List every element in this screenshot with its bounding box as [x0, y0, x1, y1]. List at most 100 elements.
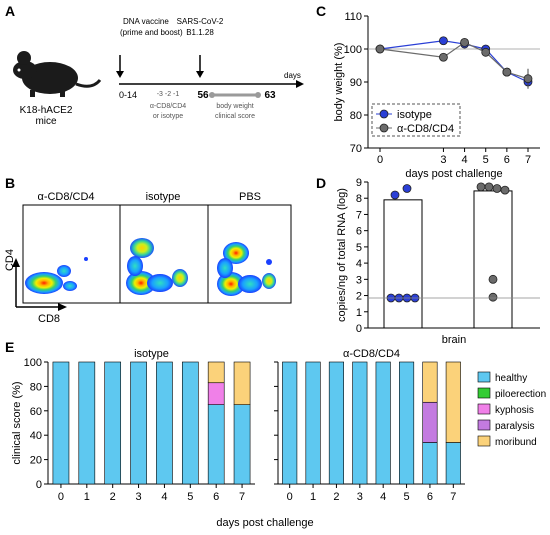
e-stacked-segment: [282, 361, 298, 485]
e-legend-label: healthy: [495, 373, 527, 384]
c-data-point: [460, 38, 469, 47]
c-y-tick-label: 100: [344, 44, 362, 56]
c-legend-label: isotype: [397, 109, 432, 121]
e-stacked-segment: [104, 361, 122, 485]
e-legend-label: kyphosis: [495, 405, 534, 416]
e-x-tick-label: 5: [404, 491, 410, 503]
c-x-tick-label: 3: [440, 154, 446, 166]
e-stacked-segment: [328, 361, 344, 485]
d-y-tick-label: 9: [356, 177, 362, 189]
e-stacked-segment: [207, 361, 225, 384]
e-stacked-segment: [445, 442, 461, 485]
c-x-tick-label: 4: [462, 154, 468, 166]
panel-d-brain-rna-chart: D 0 1 2 3 4 5 6 7 8 9 copies/ng of total RNA (log)…: [316, 175, 540, 346]
d-y-tick-label: 6: [356, 226, 362, 238]
panel-e-letter: E: [5, 339, 14, 355]
e-legend-swatch: [477, 371, 491, 383]
d-y-tick-label: 1: [356, 307, 362, 319]
e-stacked-segment: [207, 382, 225, 405]
c-y-axis-label: body weight (%): [333, 43, 345, 122]
e-stacked-segment: [422, 361, 438, 403]
time-label-63: 63: [264, 90, 276, 101]
c-y-tick-label: 80: [350, 110, 362, 122]
mouse-label-2: mice: [35, 116, 57, 127]
time-label-0-14: 0-14: [119, 90, 137, 100]
c-legend-label: α-CD8/CD4: [397, 123, 454, 135]
d-data-point: [390, 190, 400, 200]
e-legend-label: paralysis: [495, 421, 534, 432]
e-y-axis-label: clinical score (%): [11, 381, 23, 464]
depletion-days: -3 -2 -1: [157, 91, 180, 98]
e-legend-label: piloerection: [495, 389, 546, 400]
e-legend-swatch: [477, 419, 491, 431]
e-stacked-segment: [422, 401, 438, 443]
c-x-tick-label: 6: [504, 154, 510, 166]
d-data-point: [488, 274, 498, 284]
e-stacked-segment: [233, 361, 251, 406]
c-data-point: [481, 47, 491, 57]
d-y-tick-label: 4: [356, 258, 362, 270]
d-y-tick-label: 8: [356, 193, 362, 205]
e-y-tick-label: 80: [30, 381, 42, 393]
panel-a: A K18-hACE2 mice days DNA vaccine (prime…: [5, 3, 304, 127]
facs-plot-depleted: [25, 257, 88, 294]
panel-d-letter: D: [316, 175, 326, 191]
vaccine-label-1: DNA vaccine: [123, 17, 169, 26]
vaccine-label-2: (prime and boost): [120, 28, 183, 37]
facs-plot-pbs: [217, 242, 276, 296]
mouse-label-1: K18-hACE2: [20, 105, 73, 116]
d-y-tick-label: 2: [356, 291, 362, 303]
d-data-point: [484, 182, 494, 192]
e-stacked-segment: [52, 361, 70, 485]
e-x-tick-label: 6: [213, 491, 219, 503]
e-x-tick-label: 4: [380, 491, 386, 503]
d-data-point: [500, 185, 510, 195]
time-label-56: 56: [197, 90, 209, 101]
e-stacked-segment: [422, 442, 438, 485]
c-data-point: [502, 67, 512, 77]
panel-c-letter: C: [316, 3, 326, 19]
e-x-tick-label: 7: [450, 491, 456, 503]
panel-b: B α-CD8/CD4 isotype PBS CD4 CD8: [4, 175, 292, 325]
e-stacked-segment: [305, 361, 321, 485]
e-stacked-segment: [399, 361, 415, 485]
facs-ylabel-cd4: CD4: [4, 249, 16, 271]
panel-c-weight-chart: C 70 80 90 100 110 0 3 4 5 6 7 body weight (%) days …: [316, 3, 540, 180]
d-bar: [383, 199, 423, 329]
e-y-tick-label: 60: [30, 406, 42, 418]
panel-e-clinical-score-chart: E 0 20 40 60 80 100 isotype 0 1 2 3 4 5 6 7 α-CD8/CD4 0 1…: [5, 339, 546, 529]
e-x-axis-label: days post challenge: [216, 517, 313, 529]
e-legend-label: moribund: [495, 437, 537, 448]
d-bar: [473, 190, 513, 329]
d-x-axis-label: brain: [442, 334, 466, 346]
c-legend-marker: [379, 123, 389, 133]
timeline-arrowhead: [296, 80, 304, 88]
e-group-title: α-CD8/CD4: [343, 348, 400, 360]
c-y-tick-label: 90: [350, 77, 362, 89]
c-data-point: [375, 44, 385, 54]
e-legend-swatch: [477, 387, 491, 399]
e-x-tick-label: 4: [161, 491, 167, 503]
e-x-tick-label: 6: [427, 491, 433, 503]
c-data-point: [523, 74, 533, 84]
c-y-tick-label: 70: [350, 143, 362, 155]
d-y-axis-label: copies/ng of total RNA (log): [336, 188, 348, 322]
d-y-tick-label: 5: [356, 242, 362, 254]
d-data-point: [476, 182, 486, 192]
d-y-tick-label: 0: [356, 323, 362, 335]
monitor-label-2: clinical score: [215, 113, 255, 120]
d-y-tick-label: 3: [356, 274, 362, 286]
facs-frame: [22, 204, 292, 304]
d-y-tick-label: 7: [356, 209, 362, 221]
e-x-tick-label: 3: [136, 491, 142, 503]
e-x-tick-label: 7: [239, 491, 245, 503]
e-stacked-segment: [207, 404, 225, 485]
e-x-tick-label: 2: [333, 491, 339, 503]
e-x-tick-label: 5: [187, 491, 193, 503]
c-data-point: [439, 36, 448, 46]
e-x-tick-label: 1: [310, 491, 316, 503]
panel-b-letter: B: [5, 175, 15, 191]
c-legend-marker: [379, 109, 389, 119]
facs-title-depleted: α-CD8/CD4: [37, 191, 94, 203]
